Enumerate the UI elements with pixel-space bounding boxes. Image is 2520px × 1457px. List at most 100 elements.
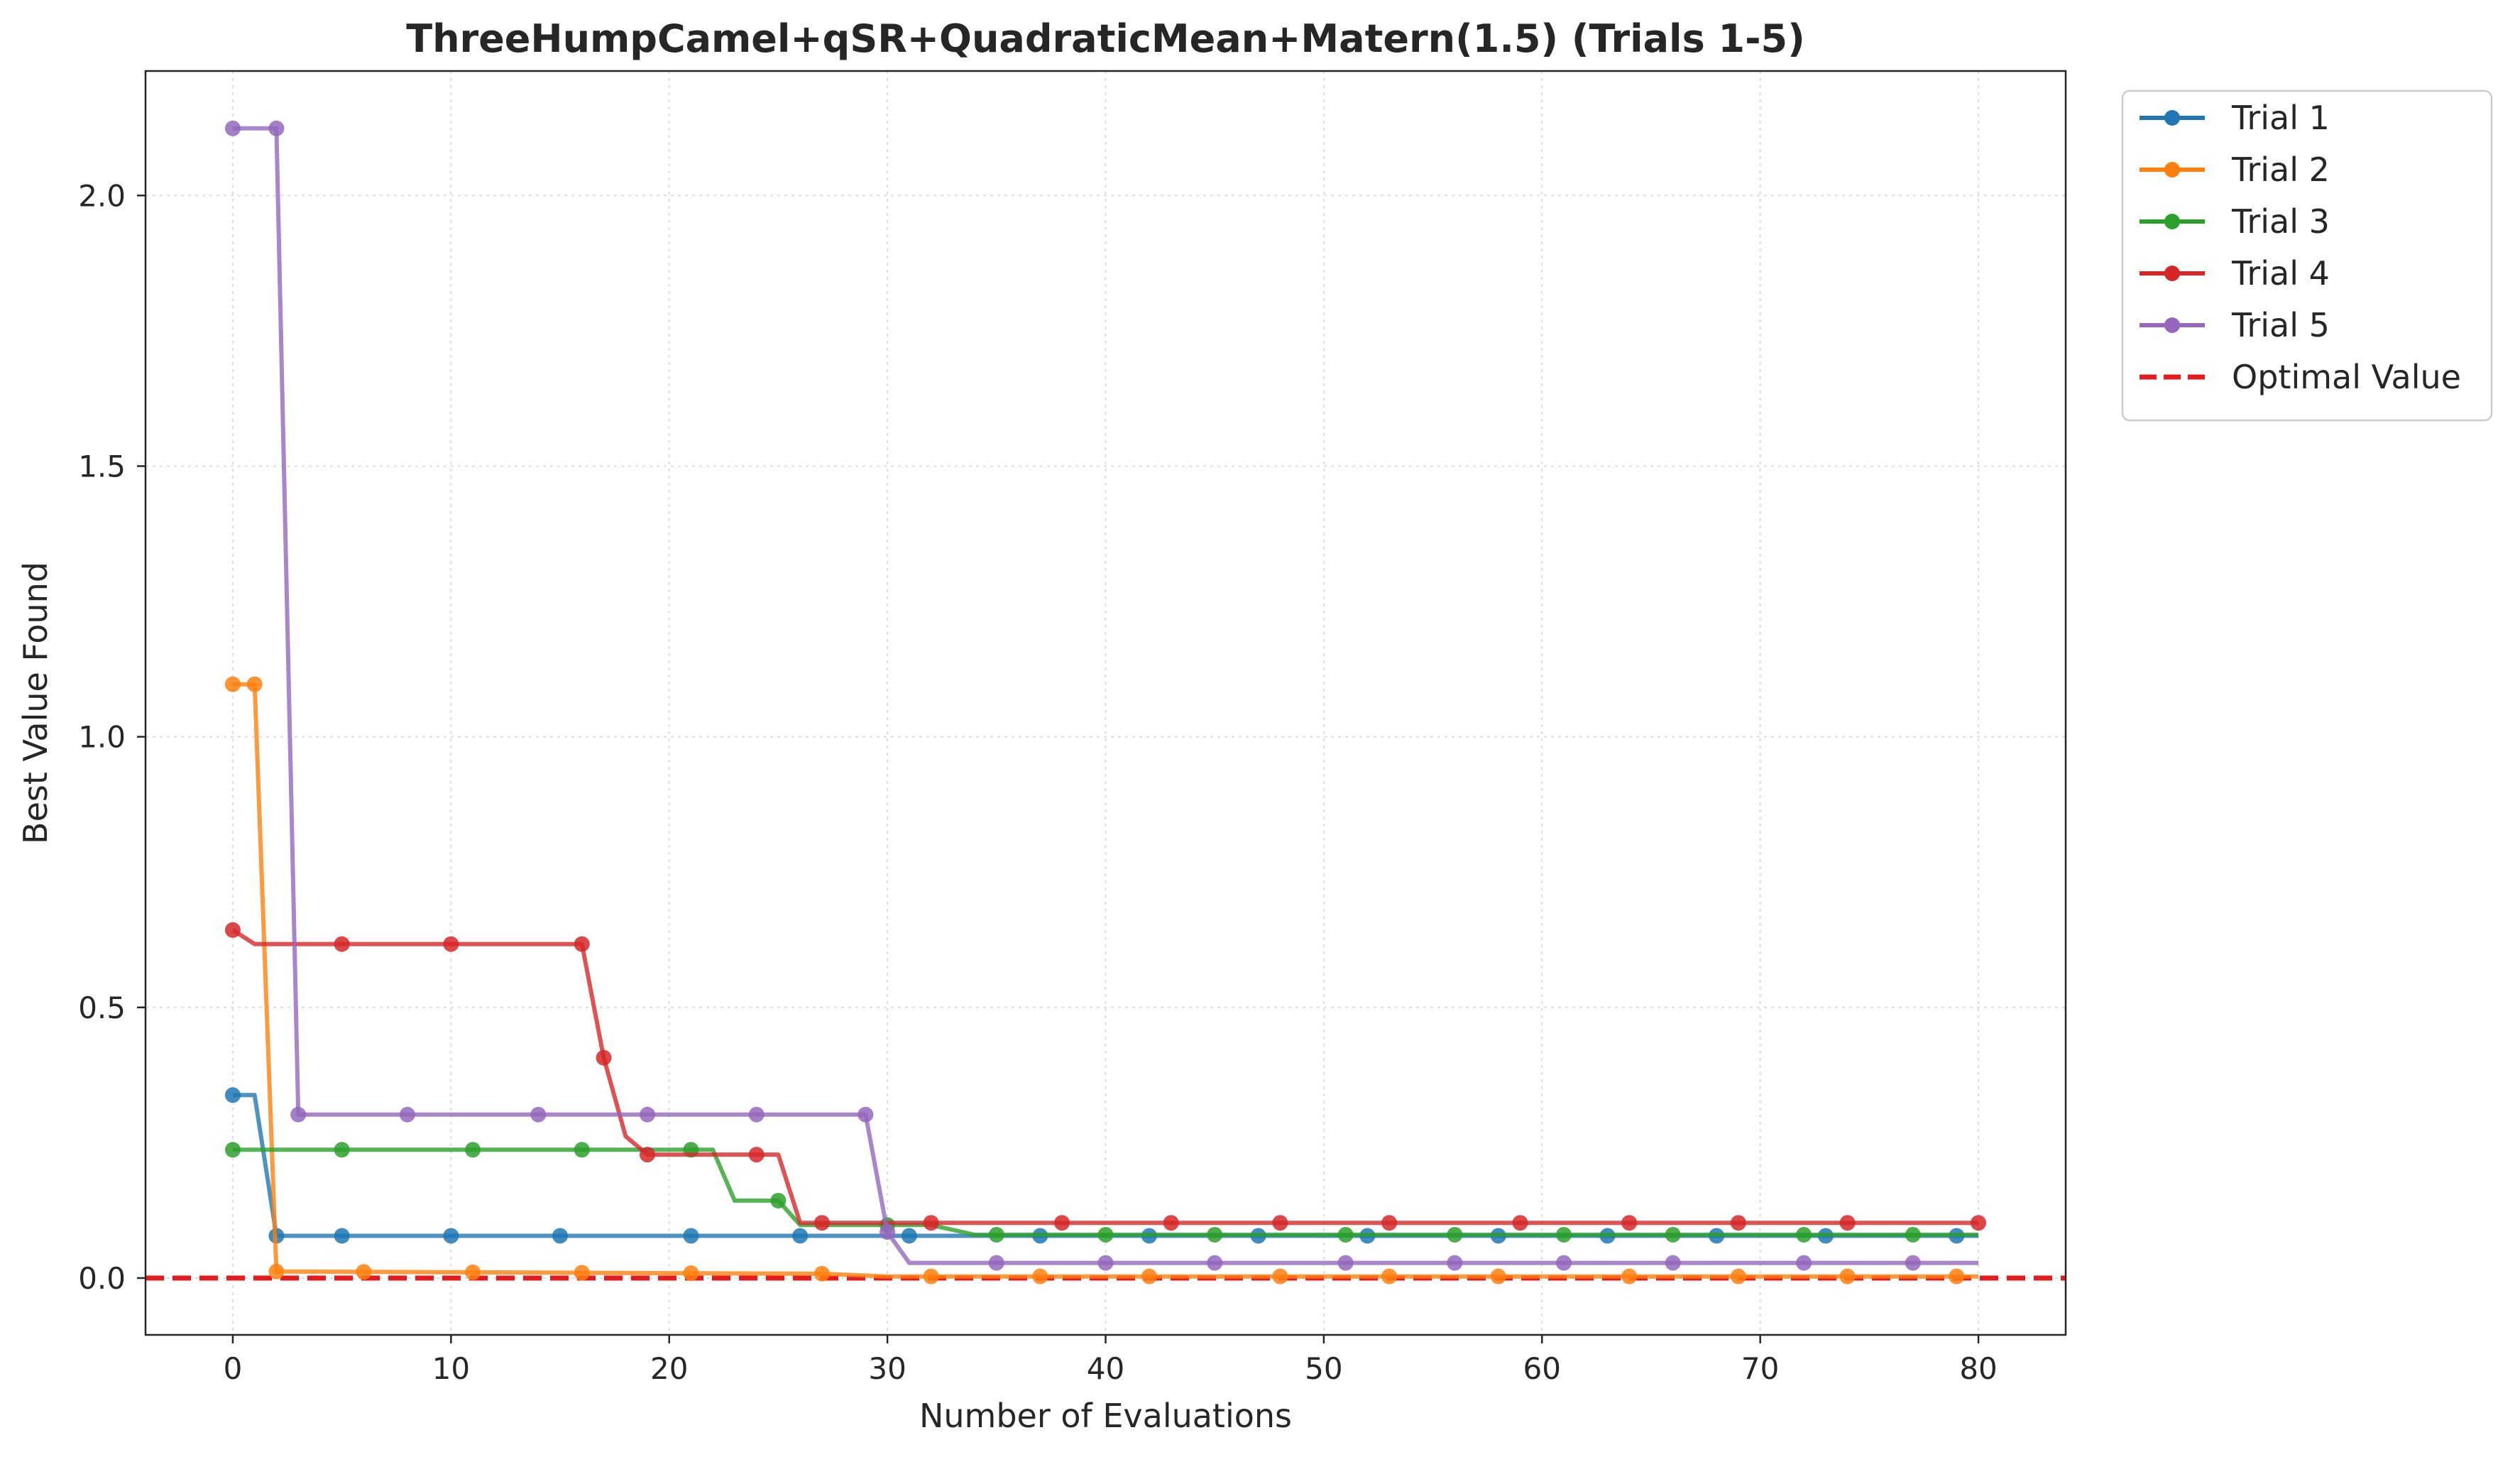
data-point-trial-5-0 [224, 120, 241, 136]
y-tick-label-2: 1.0 [78, 720, 126, 755]
data-point-trial-5-16 [1796, 1255, 1812, 1271]
legend-label-2: Trial 2 [2231, 151, 2330, 189]
legend-label-3: Trial 3 [2231, 202, 2330, 241]
legend-item-4: Trial 4 [2140, 254, 2330, 293]
data-point-trial-5-14 [1556, 1255, 1572, 1271]
x-tick-label-8: 80 [1959, 1351, 1997, 1386]
data-point-trial-3-15 [1905, 1226, 1921, 1243]
data-point-trial-4-15 [1730, 1215, 1746, 1231]
data-point-trial-1-5 [683, 1228, 699, 1244]
data-point-trial-2-14 [1621, 1268, 1638, 1284]
data-point-trial-4-11 [1272, 1215, 1288, 1231]
legend-item-2: Trial 2 [2140, 151, 2330, 189]
data-point-trial-4-7 [813, 1215, 830, 1231]
data-point-trial-5-11 [1207, 1255, 1223, 1271]
data-point-trial-2-6 [683, 1265, 699, 1282]
legend-marker-4 [2164, 266, 2180, 281]
data-point-trial-3-14 [1796, 1226, 1812, 1243]
data-point-trial-5-5 [639, 1106, 655, 1123]
legend-label-4: Trial 4 [2231, 254, 2330, 293]
data-point-trial-4-12 [1381, 1215, 1398, 1231]
data-point-trial-3-3 [574, 1142, 590, 1158]
y-tick-label-3: 1.5 [78, 449, 126, 484]
data-point-trial-1-6 [792, 1228, 809, 1244]
chart-title: ThreeHumpCamel+qSR+QuadraticMean+Matern(… [406, 16, 1805, 61]
data-point-trial-4-1 [334, 936, 350, 952]
data-point-trial-2-1 [246, 676, 263, 692]
data-point-trial-4-16 [1839, 1215, 1856, 1231]
data-point-trial-2-17 [1949, 1268, 1965, 1284]
data-point-trial-4-2 [443, 936, 459, 952]
y-tick-label-1: 0.5 [78, 991, 126, 1025]
data-point-trial-5-9 [988, 1255, 1004, 1271]
y-tick-label-4: 2.0 [78, 178, 126, 213]
data-point-trial-2-12 [1381, 1268, 1398, 1284]
data-point-trial-4-14 [1621, 1215, 1638, 1231]
data-point-trial-2-15 [1730, 1268, 1746, 1284]
legend-item-6: Optimal Value [2140, 358, 2461, 396]
data-point-trial-3-10 [1337, 1226, 1354, 1243]
data-point-trial-1-3 [443, 1228, 459, 1244]
data-point-trial-2-5 [574, 1265, 590, 1281]
x-tick-label-0: 0 [224, 1351, 243, 1386]
data-point-trial-2-10 [1141, 1268, 1157, 1284]
data-point-trial-1-7 [901, 1228, 917, 1244]
data-point-trial-5-8 [880, 1224, 896, 1240]
data-point-trial-5-6 [748, 1106, 765, 1123]
data-point-trial-4-8 [923, 1215, 939, 1231]
legend-marker-5 [2164, 317, 2180, 333]
data-point-trial-2-8 [923, 1268, 939, 1284]
x-axis-title: Number of Evaluations [919, 1397, 1292, 1435]
data-point-trial-5-7 [858, 1106, 874, 1123]
data-point-trial-2-4 [465, 1264, 481, 1280]
data-point-trial-2-9 [1032, 1268, 1048, 1284]
data-point-trial-2-2 [268, 1263, 285, 1279]
legend-item-5: Trial 5 [2140, 306, 2330, 344]
legend-marker-3 [2164, 214, 2180, 229]
legend: Trial 1 Trial 2 Trial 3 Trial 4 Trial 5 Optim… [2121, 89, 2493, 422]
data-point-trial-2-13 [1490, 1268, 1506, 1284]
data-point-trial-4-6 [748, 1147, 765, 1163]
x-tick-label-6: 60 [1523, 1351, 1561, 1386]
legend-box [2121, 89, 2493, 422]
data-point-trial-4-4 [596, 1049, 612, 1066]
x-tick-label-2: 20 [650, 1351, 688, 1386]
data-point-trial-3-11 [1447, 1226, 1463, 1243]
data-point-trial-3-12 [1556, 1226, 1572, 1243]
data-point-trial-4-10 [1163, 1215, 1179, 1231]
x-tick-label-5: 50 [1305, 1351, 1342, 1386]
data-point-trial-2-11 [1272, 1268, 1288, 1284]
legend-item-1: Trial 1 [2140, 99, 2330, 137]
data-point-trial-5-17 [1905, 1255, 1921, 1271]
data-point-trial-3-0 [224, 1142, 241, 1158]
data-point-trial-2-7 [813, 1265, 830, 1282]
legend-marker-2 [2164, 162, 2180, 178]
data-point-trial-2-16 [1839, 1268, 1856, 1284]
data-point-trial-3-2 [465, 1142, 481, 1158]
x-tick-label-3: 30 [868, 1351, 906, 1386]
legend-item-3: Trial 3 [2140, 202, 2330, 241]
series-line-trial-3 [233, 1147, 1978, 1237]
series-trial-5 [224, 120, 1978, 1271]
data-point-trial-3-1 [334, 1142, 350, 1158]
y-axis-ticks: 0.0 0.5 1.0 1.5 2.0 [78, 178, 146, 1296]
legend-label-1: Trial 1 [2231, 99, 2330, 137]
data-point-trial-5-2 [290, 1106, 307, 1123]
data-point-trial-5-1 [268, 120, 285, 136]
data-point-trial-5-12 [1337, 1255, 1354, 1271]
data-point-trial-1-0 [224, 1087, 241, 1103]
data-point-trial-4-0 [224, 922, 241, 938]
y-axis-title: Best Value Found [16, 562, 55, 844]
data-point-trial-1-4 [552, 1228, 569, 1244]
grid [146, 71, 2066, 1335]
x-tick-label-1: 10 [432, 1351, 470, 1386]
series-trial-4 [224, 922, 1987, 1231]
data-point-trial-2-0 [224, 676, 241, 692]
legend-marker-1 [2164, 110, 2180, 126]
data-point-trial-3-9 [1207, 1226, 1223, 1243]
data-point-trial-3-7 [988, 1226, 1004, 1243]
series-trial-2 [224, 676, 1978, 1284]
x-tick-label-4: 40 [1087, 1351, 1124, 1386]
